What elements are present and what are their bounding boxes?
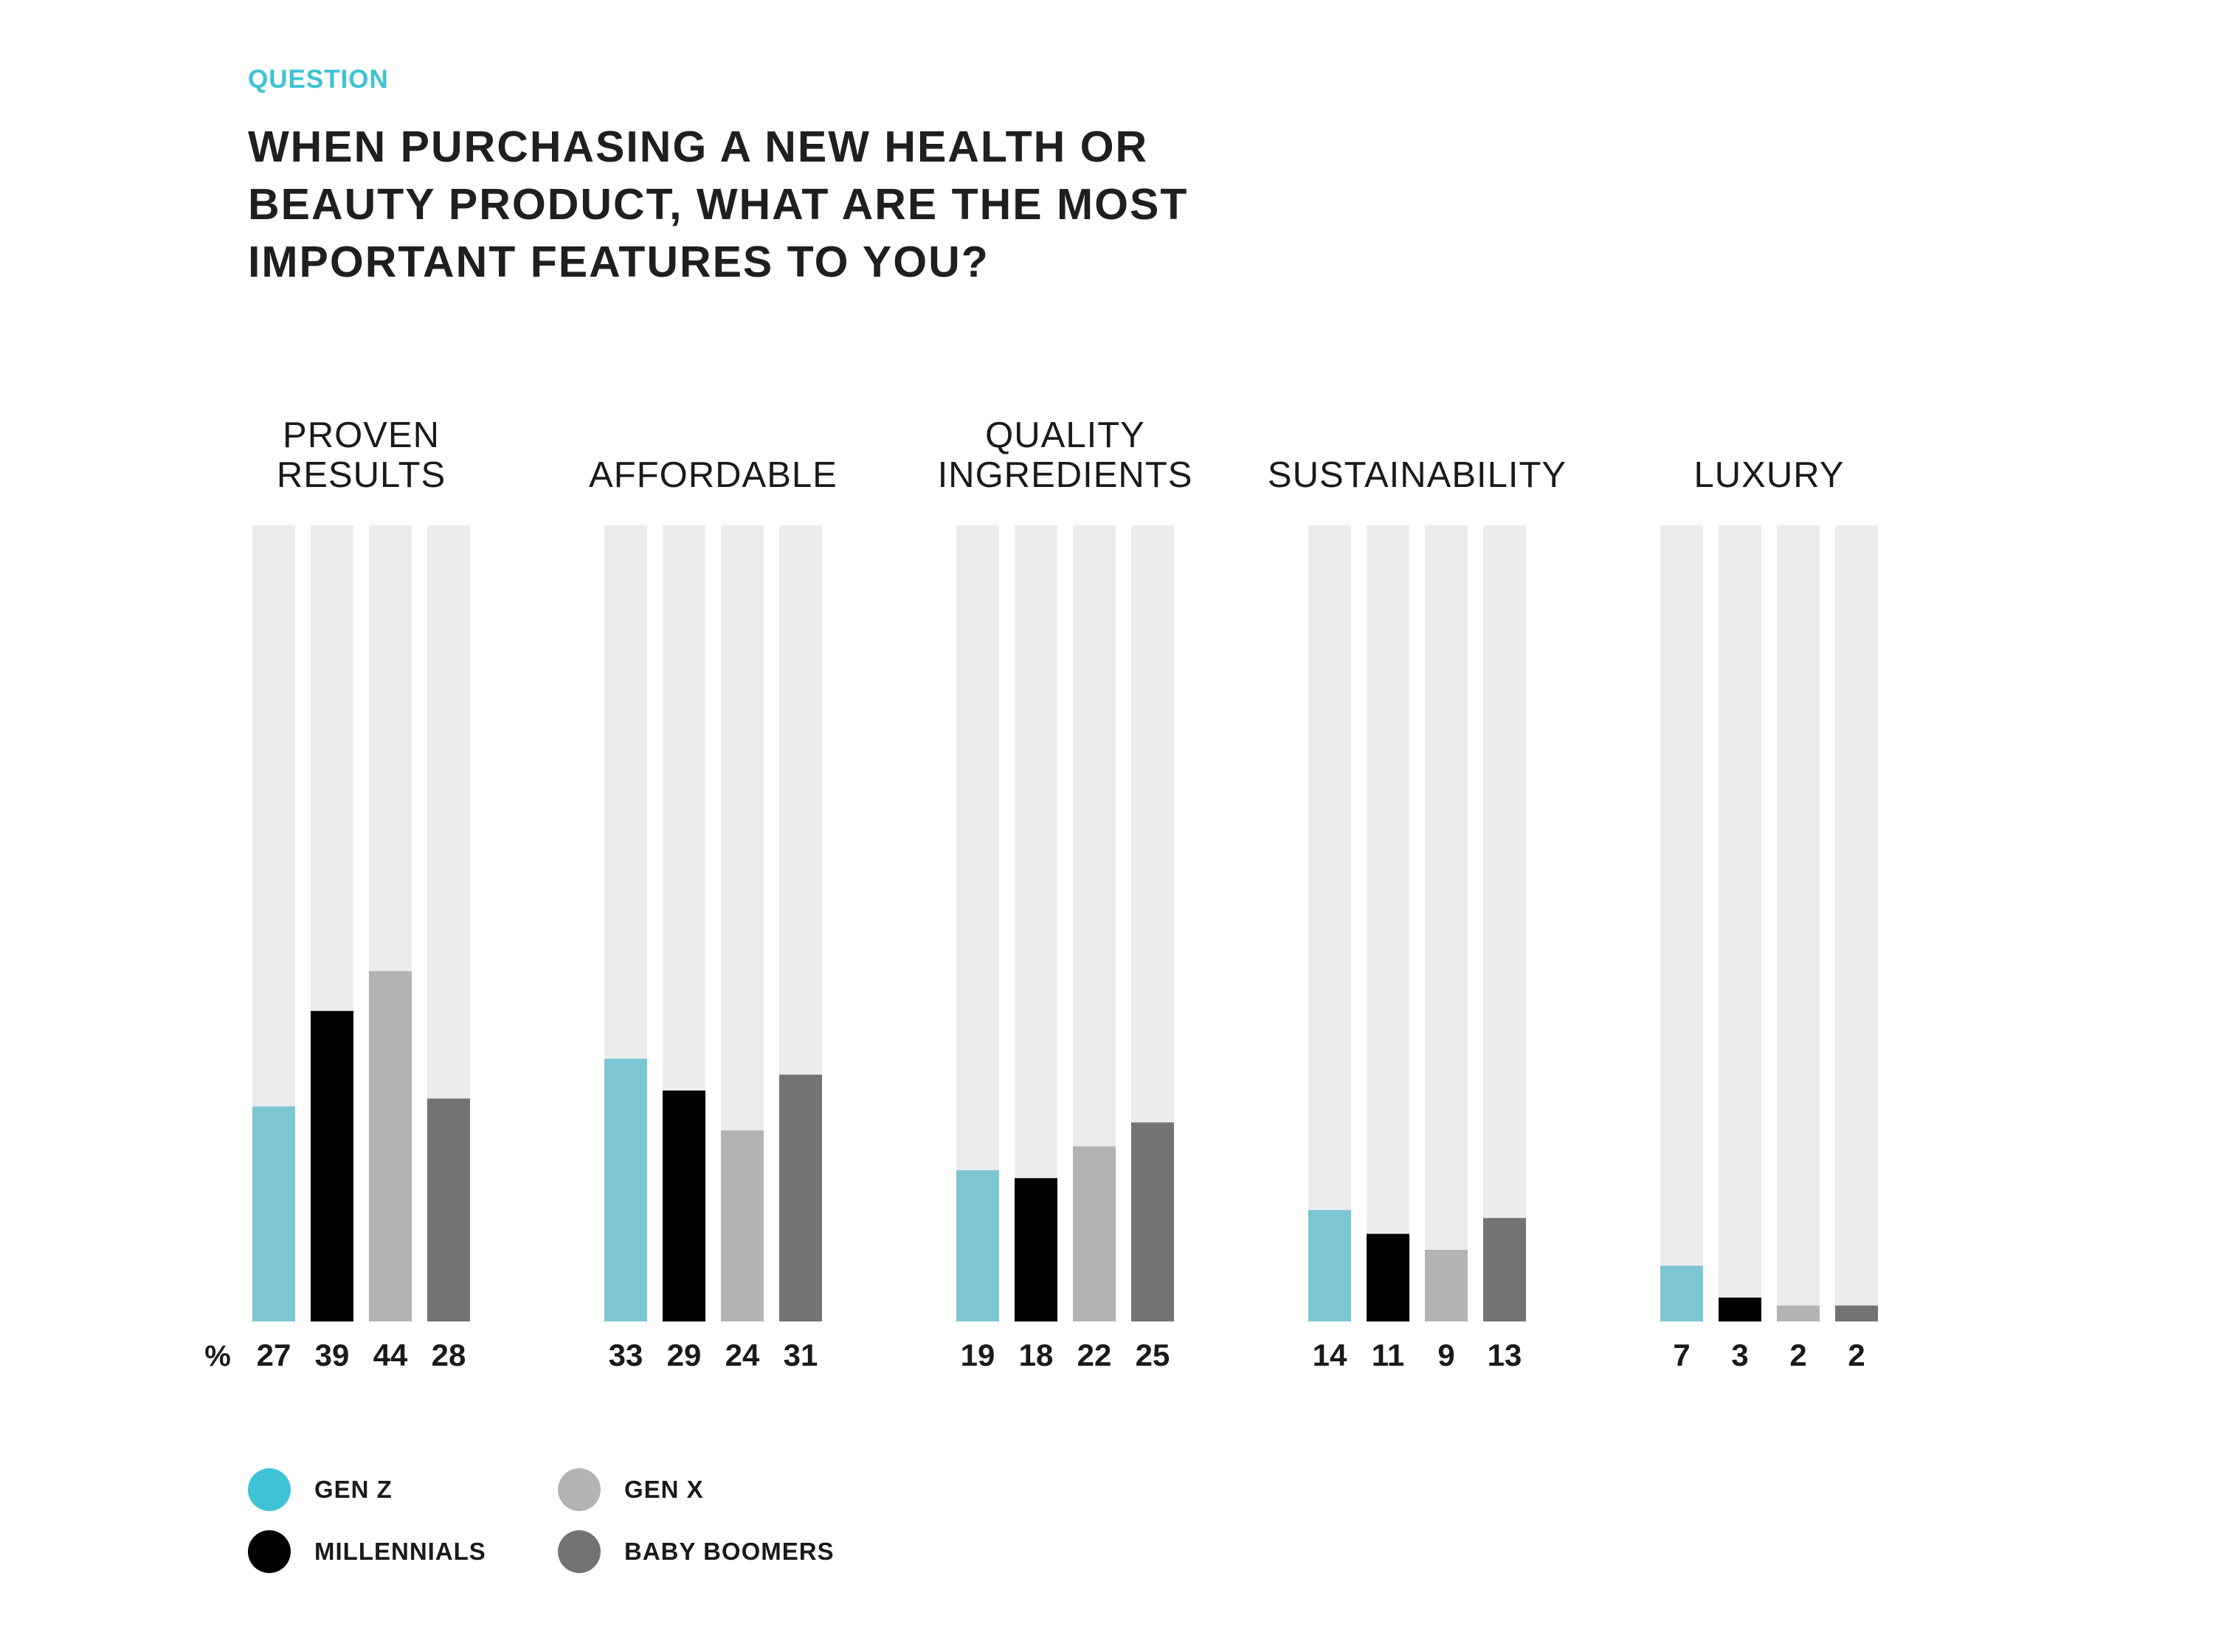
bar-sustainability-gen-z xyxy=(1308,1209,1351,1321)
value-label-affordable-gen-z: 33 xyxy=(609,1338,643,1372)
legend-item-millennials: MILLENNIALS xyxy=(248,1530,486,1573)
category-label-affordable: AFFORDABLE xyxy=(589,455,838,495)
bar-track-sustainability-baby-boomers xyxy=(1483,525,1526,1321)
bar-affordable-millennials xyxy=(663,1091,705,1321)
value-label-sustainability-gen-x: 9 xyxy=(1437,1338,1454,1372)
unit-label: % xyxy=(204,1340,231,1372)
value-label-luxury-millennials: 3 xyxy=(1731,1338,1748,1372)
bar-proven-results-gen-z xyxy=(252,1106,295,1321)
category-label-proven-results: PROVEN RESULTS xyxy=(277,415,446,495)
category-label-luxury: LUXURY xyxy=(1694,455,1845,495)
bar-sustainability-millennials xyxy=(1367,1234,1409,1321)
value-label-proven-results-millennials: 39 xyxy=(315,1338,350,1372)
value-label-luxury-gen-z: 7 xyxy=(1673,1338,1690,1372)
bar-quality-ingredients-gen-x xyxy=(1073,1146,1116,1321)
value-label-quality-ingredients-millennials: 18 xyxy=(1019,1338,1054,1372)
question-kicker: QUESTION xyxy=(248,65,389,94)
bar-proven-results-baby-boomers xyxy=(427,1098,470,1321)
value-label-proven-results-gen-x: 44 xyxy=(373,1338,408,1372)
value-label-quality-ingredients-gen-z: 19 xyxy=(961,1338,995,1372)
bar-quality-ingredients-millennials xyxy=(1015,1178,1057,1321)
bar-quality-ingredients-baby-boomers xyxy=(1131,1122,1174,1321)
legend-swatch-gen-z xyxy=(248,1468,291,1511)
value-label-affordable-gen-x: 24 xyxy=(725,1338,760,1372)
bar-luxury-millennials xyxy=(1719,1297,1761,1321)
value-label-luxury-gen-x: 2 xyxy=(1789,1338,1806,1372)
value-label-sustainability-millennials: 11 xyxy=(1372,1338,1404,1372)
legend-item-baby-boomers: BABY BOOMERS xyxy=(558,1530,835,1573)
value-label-sustainability-gen-z: 14 xyxy=(1313,1338,1347,1372)
question-title: WHEN PURCHASING A NEW HEALTH OR BEAUTY P… xyxy=(248,122,1189,286)
value-label-affordable-baby-boomers: 31 xyxy=(784,1338,818,1372)
legend-swatch-gen-x xyxy=(558,1468,601,1511)
bar-luxury-gen-z xyxy=(1660,1265,1703,1321)
value-label-quality-ingredients-baby-boomers: 25 xyxy=(1136,1338,1170,1372)
bar-track-sustainability-millennials xyxy=(1367,525,1409,1321)
bar-luxury-gen-x xyxy=(1777,1305,1820,1321)
bar-proven-results-gen-x xyxy=(369,971,412,1321)
bar-track-sustainability-gen-z xyxy=(1308,525,1351,1321)
bar-affordable-baby-boomers xyxy=(779,1074,822,1321)
category-label-sustainability: SUSTAINABILITY xyxy=(1268,455,1567,495)
value-label-affordable-millennials: 29 xyxy=(667,1338,702,1372)
value-label-proven-results-baby-boomers: 28 xyxy=(432,1338,466,1372)
legend-label-millennials: MILLENNIALS xyxy=(314,1538,486,1565)
bar-sustainability-gen-x xyxy=(1425,1249,1468,1321)
value-label-proven-results-gen-z: 27 xyxy=(257,1338,291,1372)
category-label-quality-ingredients: QUALITY INGREDIENTS xyxy=(938,415,1193,495)
legend-item-gen-z: GEN Z xyxy=(248,1468,393,1511)
bar-track-luxury-gen-x xyxy=(1777,525,1820,1321)
legend-swatch-millennials xyxy=(248,1530,291,1573)
bar-track-luxury-gen-z xyxy=(1660,525,1703,1321)
value-label-luxury-baby-boomers: 2 xyxy=(1848,1338,1865,1372)
bar-track-sustainability-gen-x xyxy=(1425,525,1468,1321)
legend-item-gen-x: GEN X xyxy=(558,1468,704,1511)
legend-label-gen-z: GEN Z xyxy=(314,1476,393,1503)
legend: GEN Z GEN X MILLENNIALS BABY BOOMERS xyxy=(248,1468,986,1601)
bar-quality-ingredients-gen-z xyxy=(956,1169,999,1321)
bar-track-luxury-millennials xyxy=(1719,525,1761,1321)
value-label-sustainability-baby-boomers: 13 xyxy=(1488,1338,1522,1372)
bar-affordable-gen-x xyxy=(721,1130,764,1321)
legend-label-baby-boomers: BABY BOOMERS xyxy=(624,1538,835,1565)
bar-sustainability-baby-boomers xyxy=(1483,1217,1526,1321)
value-label-quality-ingredients-gen-x: 22 xyxy=(1077,1338,1112,1372)
bar-proven-results-millennials xyxy=(311,1011,353,1321)
legend-label-gen-x: GEN X xyxy=(624,1476,704,1503)
bar-luxury-baby-boomers xyxy=(1835,1305,1878,1321)
bar-affordable-gen-z xyxy=(604,1058,647,1321)
legend-swatch-baby-boomers xyxy=(558,1530,601,1573)
bar-track-luxury-baby-boomers xyxy=(1835,525,1878,1321)
